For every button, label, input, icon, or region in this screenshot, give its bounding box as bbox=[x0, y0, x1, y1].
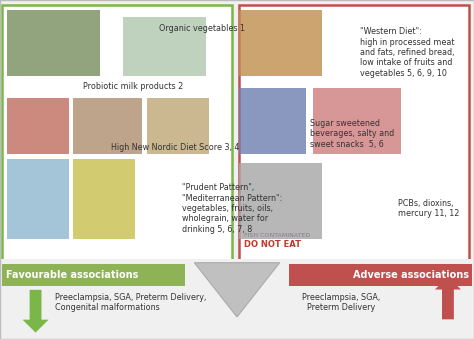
Bar bbox=[2, 5, 232, 261]
Bar bbox=[7, 10, 100, 76]
Text: PCBs, dioxins,
mercury 11, 12: PCBs, dioxins, mercury 11, 12 bbox=[398, 199, 459, 218]
Bar bbox=[239, 163, 322, 239]
Bar bbox=[239, 88, 306, 154]
Bar bbox=[73, 98, 142, 154]
Text: Preeclampsia, SGA, Preterm Delivery,
Congenital malformations: Preeclampsia, SGA, Preterm Delivery, Con… bbox=[55, 293, 206, 313]
Bar bbox=[2, 264, 185, 286]
Bar bbox=[239, 10, 322, 76]
Text: Organic vegetables 1: Organic vegetables 1 bbox=[159, 24, 245, 33]
Text: Adverse associations: Adverse associations bbox=[353, 270, 469, 280]
Polygon shape bbox=[194, 263, 280, 317]
Text: "Western Diet":
high in processed meat
and fats, refined bread,
low intake of fr: "Western Diet": high in processed meat a… bbox=[360, 27, 455, 78]
Text: Favourable associations: Favourable associations bbox=[6, 270, 138, 280]
Bar bbox=[123, 17, 206, 76]
Text: High New Nordic Diet Score 3, 4: High New Nordic Diet Score 3, 4 bbox=[111, 143, 240, 152]
Bar bbox=[147, 98, 209, 154]
Text: DO NOT EAT: DO NOT EAT bbox=[244, 240, 301, 249]
Bar bbox=[73, 159, 135, 239]
Bar bbox=[239, 5, 469, 261]
Bar bbox=[7, 159, 69, 239]
Bar bbox=[7, 98, 69, 154]
FancyArrow shape bbox=[435, 277, 461, 319]
FancyArrow shape bbox=[23, 290, 48, 333]
Text: FISH CONTAMINATED: FISH CONTAMINATED bbox=[244, 233, 310, 238]
Text: Preeclampsia, SGA,
Preterm Delivery: Preeclampsia, SGA, Preterm Delivery bbox=[302, 293, 381, 313]
Bar bbox=[0, 259, 474, 339]
Text: Probiotic milk products 2: Probiotic milk products 2 bbox=[83, 82, 183, 91]
Text: "Prudent Pattern",
"Mediterranean Pattern":
vegetables, fruits, oils,
wholegrain: "Prudent Pattern", "Mediterranean Patter… bbox=[182, 183, 283, 234]
Bar bbox=[313, 88, 401, 154]
Bar bbox=[289, 264, 472, 286]
Text: Sugar sweetened
beverages, salty and
sweet snacks  5, 6: Sugar sweetened beverages, salty and swe… bbox=[310, 119, 395, 149]
